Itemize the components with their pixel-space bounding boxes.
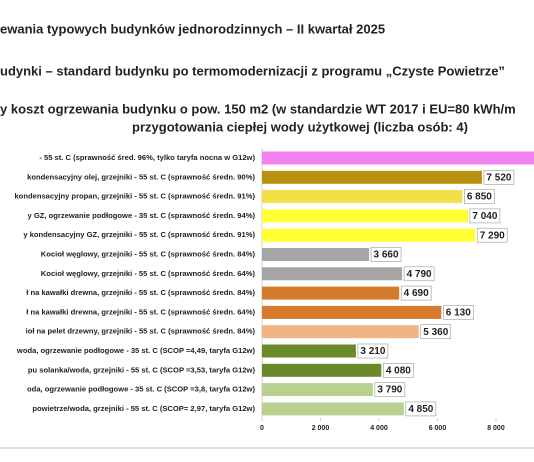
value-label-box [476,227,508,243]
bar [262,305,442,319]
y-tick-label: kondensacyjny olej, grzejniki - 55 st. C… [27,172,255,181]
value-label-box [442,305,474,320]
value-label-box [405,401,437,417]
value-label-box [400,285,432,301]
chart-title: y koszt ogrzewania budynku o pow. 150 m2… [0,101,516,116]
value-label: 7 290 [480,230,505,241]
value-label-box [464,189,495,204]
y-tick-label: Kocioł węglowy, grzejniki - 55 st. C (sp… [41,269,256,278]
bar [262,190,463,204]
y-tick-label: kondensacyjny propan, grzejniki - 55 st.… [14,192,255,201]
header-line: ewania typowych budynków jednorodzinnych… [0,21,385,36]
bar [262,209,468,223]
value-label-box [469,208,501,224]
x-tick-label: 6 000 [429,425,447,432]
y-tick-label: pu solanka/woda, grzejniki - 55 st. C (S… [28,365,256,374]
value-label: 5 360 [423,327,448,338]
bar [262,228,476,242]
bar [262,344,356,358]
y-tick-label: powietrze/woda, grzejniki - 55 st. C (SC… [32,404,255,413]
bar [262,383,373,397]
y-tick-label: ł na kawałki drewna, grzejniki - 55 st. … [26,288,255,297]
value-label: 3 660 [374,250,399,261]
value-label-box [370,247,402,262]
x-tick-label: 8 000 [487,425,505,432]
value-label: 6 130 [446,308,471,319]
bar [262,151,534,165]
value-label: 7 520 [486,172,511,183]
value-label-box [483,170,515,185]
value-label: 4 690 [404,288,429,299]
bar [262,170,482,184]
chart-title: przygotowania ciepłej wody użytkowej (li… [132,119,468,134]
value-label-box [403,266,435,282]
bar [262,286,400,300]
value-label: 3 210 [360,346,385,357]
x-tick-label: 0 [260,425,264,432]
y-tick-label: Kocioł węglowy, grzejniki - 55 st. C (sp… [41,250,256,259]
y-tick-label: oda, ogrzewanie podłogowe - 35 st. C (SC… [27,385,255,394]
bar [262,363,382,377]
value-label-box [357,343,389,359]
value-label: 7 040 [472,211,497,222]
bar [262,402,404,416]
x-tick-label: 4 000 [370,425,388,432]
y-tick-label: y GZ, ogrzewanie podłogowe - 35 st. C (s… [28,211,256,220]
y-tick-label: - 55 st. C (sprawność śred. 96%, tylko t… [39,153,255,162]
bar [262,267,403,281]
bar [262,248,370,261]
value-label: 4 080 [386,365,411,376]
value-label: 4 790 [407,269,432,280]
header-line: udynki – standard budynku po termomodern… [0,63,505,78]
value-label-box [383,362,414,378]
value-label: 3 790 [377,385,402,396]
y-tick-label: y kondensacyjny GZ, grzejniki - 55 st. C… [23,230,255,239]
value-label-box [420,324,452,340]
bar [262,325,419,339]
value-label: 6 850 [467,192,492,203]
value-label-box [374,382,406,397]
x-tick-label: 2 000 [312,425,330,432]
value-label: 4 850 [408,404,433,415]
y-tick-label: ł na kawałki drewna, grzejniki - 55 st. … [26,307,255,316]
y-tick-label: woda, ogrzewanie podłogowe - 35 st. C (S… [16,346,256,355]
y-tick-label: ioł na pelet drzewny, grzejniki - 55 st.… [26,327,256,336]
